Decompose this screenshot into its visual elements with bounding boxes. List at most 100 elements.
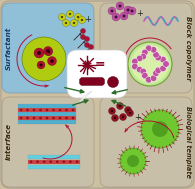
Circle shape — [79, 16, 85, 23]
Circle shape — [50, 59, 54, 63]
Circle shape — [39, 109, 42, 111]
Circle shape — [112, 13, 120, 21]
Circle shape — [150, 75, 157, 81]
Circle shape — [69, 13, 71, 15]
Circle shape — [141, 110, 179, 148]
Circle shape — [43, 46, 52, 56]
Circle shape — [160, 56, 166, 63]
Circle shape — [49, 160, 52, 163]
Circle shape — [77, 16, 79, 18]
Circle shape — [58, 13, 66, 20]
Circle shape — [108, 108, 115, 115]
Circle shape — [52, 117, 55, 119]
Circle shape — [74, 13, 82, 20]
Circle shape — [48, 51, 50, 53]
Circle shape — [120, 148, 146, 174]
Circle shape — [84, 63, 90, 67]
Circle shape — [153, 70, 159, 76]
Circle shape — [76, 160, 78, 163]
Circle shape — [114, 117, 116, 119]
Circle shape — [142, 72, 148, 79]
Circle shape — [65, 109, 68, 111]
Circle shape — [36, 160, 39, 163]
Circle shape — [30, 160, 32, 163]
Circle shape — [26, 117, 29, 119]
Circle shape — [45, 49, 52, 56]
Circle shape — [140, 53, 146, 60]
Circle shape — [81, 35, 85, 40]
Circle shape — [84, 43, 90, 47]
Circle shape — [155, 54, 161, 61]
Circle shape — [33, 109, 35, 111]
Circle shape — [81, 19, 83, 21]
Circle shape — [136, 55, 143, 62]
Text: Surfactant: Surfactant — [6, 26, 12, 70]
Circle shape — [112, 115, 119, 122]
Circle shape — [116, 2, 124, 10]
Circle shape — [120, 114, 127, 121]
FancyBboxPatch shape — [100, 97, 192, 187]
FancyBboxPatch shape — [67, 50, 127, 98]
Circle shape — [72, 109, 74, 111]
Circle shape — [48, 57, 57, 66]
FancyBboxPatch shape — [18, 112, 76, 116]
Circle shape — [150, 47, 157, 53]
Circle shape — [111, 9, 113, 12]
FancyBboxPatch shape — [2, 97, 94, 187]
Circle shape — [119, 105, 121, 107]
Circle shape — [37, 61, 45, 69]
Circle shape — [127, 109, 129, 111]
Circle shape — [128, 7, 136, 15]
FancyBboxPatch shape — [18, 104, 76, 108]
Circle shape — [127, 155, 139, 167]
FancyBboxPatch shape — [100, 3, 192, 93]
Circle shape — [122, 116, 124, 118]
Polygon shape — [75, 91, 92, 107]
Circle shape — [163, 61, 169, 67]
Circle shape — [108, 7, 116, 15]
FancyBboxPatch shape — [28, 164, 80, 169]
Circle shape — [39, 117, 42, 119]
Circle shape — [26, 109, 29, 111]
Circle shape — [131, 45, 169, 83]
Circle shape — [33, 117, 35, 119]
Circle shape — [81, 29, 85, 33]
Circle shape — [128, 42, 172, 86]
Circle shape — [52, 109, 55, 111]
Circle shape — [37, 51, 41, 55]
Circle shape — [46, 117, 48, 119]
Circle shape — [20, 109, 22, 111]
Circle shape — [59, 109, 61, 111]
Circle shape — [127, 109, 134, 116]
Circle shape — [145, 45, 152, 51]
Text: Block copolymer: Block copolymer — [185, 15, 191, 81]
Circle shape — [65, 22, 67, 24]
Circle shape — [46, 109, 48, 111]
Circle shape — [132, 58, 138, 65]
Circle shape — [63, 19, 69, 26]
Circle shape — [46, 49, 50, 53]
Text: +: + — [85, 15, 91, 23]
Circle shape — [34, 48, 44, 58]
Circle shape — [69, 160, 72, 163]
Circle shape — [130, 9, 134, 12]
Circle shape — [124, 106, 131, 114]
Circle shape — [22, 37, 66, 81]
Circle shape — [142, 49, 148, 56]
Circle shape — [73, 22, 75, 24]
FancyBboxPatch shape — [28, 154, 80, 159]
Text: Interface: Interface — [6, 123, 12, 160]
Circle shape — [107, 77, 119, 88]
Text: Biological template: Biological template — [185, 106, 191, 178]
Circle shape — [122, 15, 126, 18]
Circle shape — [163, 61, 169, 67]
Circle shape — [132, 63, 138, 70]
Circle shape — [63, 160, 65, 163]
Circle shape — [84, 36, 90, 42]
Circle shape — [114, 15, 118, 19]
FancyBboxPatch shape — [18, 120, 76, 124]
Circle shape — [89, 50, 93, 56]
FancyBboxPatch shape — [2, 3, 94, 93]
Circle shape — [124, 6, 132, 14]
FancyBboxPatch shape — [1, 1, 194, 188]
